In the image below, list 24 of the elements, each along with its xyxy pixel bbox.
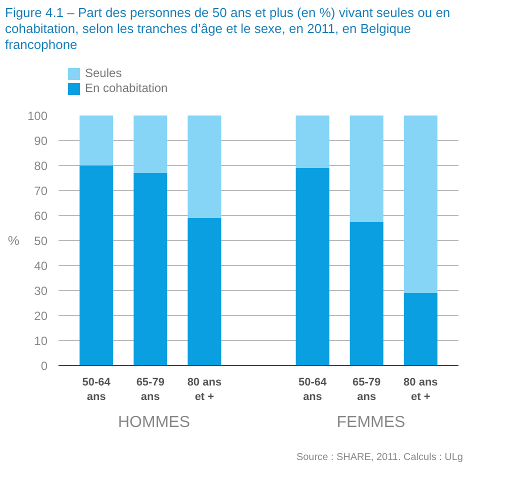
text: HOMMES: [117, 412, 191, 433]
legend-label: Seules: [85, 65, 122, 82]
text: FEMMES: [336, 412, 406, 433]
y-axis-title: %: [8, 232, 20, 248]
y-tick-label: 30: [34, 284, 48, 298]
y-tick-label: 90: [34, 134, 48, 148]
x-tick-label: 80 ans et +: [404, 376, 438, 403]
x-tick-label: 50-64 ans: [298, 376, 328, 403]
legend-label: En cohabitation: [85, 80, 168, 98]
y-tick-label: 0: [40, 358, 48, 373]
x-tick-label: 65-79 ans: [352, 376, 381, 403]
y-tick-label: 10: [34, 334, 48, 348]
source-note: Source : SHARE, 2011. Calculs : ULg: [295, 450, 463, 465]
y-tick-label: 100: [27, 108, 48, 123]
chart-title: Figure 4.1 – Part des personnes de 50 ans et plus (en %) vivant seules ou en cohabitation, selon les tranches d’âge et le sexe, en 2011, en Belgique francophone: [5, 5, 452, 53]
y-tick-label: 20: [34, 308, 48, 323]
y-tick-label: 80: [34, 158, 48, 173]
y-tick-label: 60: [34, 208, 48, 223]
y-tick-label: 50: [34, 234, 48, 248]
x-tick-label: 50-64 ans: [82, 376, 112, 403]
y-tick-label: 40: [34, 258, 48, 273]
y-tick-label: 70: [34, 184, 48, 198]
x-tick-label: 65-79 ans: [136, 376, 164, 403]
x-tick-label: 80 ans et +: [187, 376, 222, 403]
